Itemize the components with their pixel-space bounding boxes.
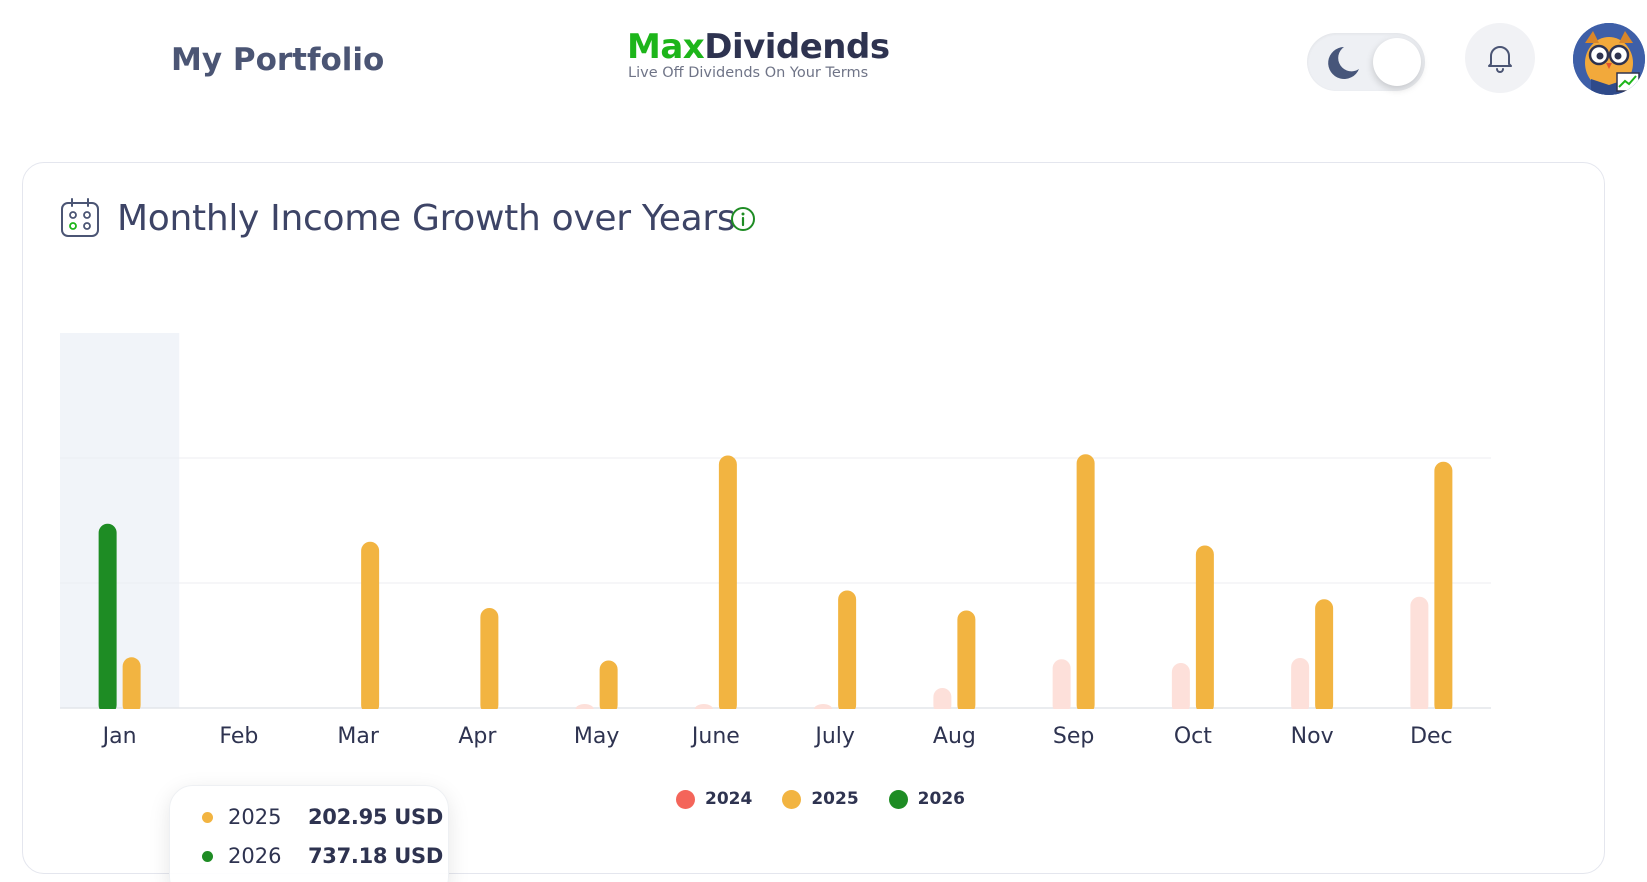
bar-2025-may (599, 660, 618, 714)
bar-2025-aug (957, 610, 976, 714)
x-tick-label: Nov (1291, 724, 1334, 749)
brand-logo[interactable]: MaxDividends Live Off Dividends On Your … (627, 27, 890, 81)
x-tick-label: Oct (1174, 724, 1212, 749)
bar-2025-jan (122, 657, 141, 714)
chart-legend: 2024 2025 2026 (23, 784, 1606, 814)
theme-toggle[interactable] (1307, 33, 1425, 91)
bar-2025-oct (1195, 545, 1214, 714)
tooltip-dot-2025 (202, 811, 213, 823)
tooltip-row: 2026 737.18 USD (202, 841, 443, 871)
legend-dot (676, 789, 695, 809)
x-tick-label: Feb (219, 724, 258, 749)
bell-icon (1488, 46, 1512, 73)
toggle-knob[interactable] (1373, 38, 1421, 86)
tooltip-value: 737.18 USD (308, 844, 443, 868)
x-tick-label: Mar (337, 724, 379, 749)
x-tick-label: Apr (458, 724, 497, 749)
tooltip-row: 2025 202.95 USD (202, 802, 443, 832)
logo-tagline: Live Off Dividends On Your Terms (628, 65, 869, 81)
tooltip-year: 2026 (228, 844, 282, 868)
bar-2024-sep (1052, 659, 1071, 714)
info-icon[interactable] (730, 206, 756, 232)
logo-dividends: Dividends (704, 27, 890, 67)
calendar-icon (61, 198, 99, 237)
chart-tooltip: 2025 202.95 USD 2026 737.18 USD (169, 785, 449, 882)
legend-item-2025[interactable]: 2025 (782, 784, 859, 814)
bar-2025-nov (1315, 599, 1334, 714)
bar-2025-mar (361, 541, 380, 714)
owl-avatar-icon (1573, 23, 1645, 95)
x-tick-label: Dec (1410, 724, 1453, 749)
moon-icon (1328, 47, 1359, 79)
legend-label: 2025 (811, 789, 859, 809)
legend-dot (888, 789, 908, 809)
bar-2024-aug (933, 688, 952, 714)
logo-max: Max (627, 27, 705, 67)
x-tick-label: July (813, 724, 855, 749)
page-title: My Portfolio (171, 42, 385, 78)
bar-2026-jan (98, 523, 117, 714)
legend-label: 2024 (705, 789, 753, 809)
tooltip-dot-2026 (202, 850, 213, 862)
legend-item-2026[interactable]: 2026 (888, 784, 965, 814)
logo-wordmark: MaxDividends (627, 27, 890, 67)
x-tick-label: Aug (933, 724, 976, 749)
bar-2025-dec (1434, 461, 1453, 714)
tooltip-value: 202.95 USD (308, 805, 443, 829)
x-tick-label: Sep (1053, 724, 1094, 749)
hover-highlight (60, 333, 180, 708)
bar-2024-dec (1410, 596, 1429, 714)
bar-2025-sep (1076, 454, 1095, 714)
tooltip-year: 2025 (228, 805, 282, 829)
x-tick-label: May (574, 724, 619, 749)
income-chart-card: Monthly Income Growth over Years Jan Feb M… (22, 162, 1606, 882)
app-header: My Portfolio MaxDividends Live Off Divid… (0, 0, 1647, 120)
x-tick-label: Jan (101, 724, 137, 749)
bar-2025-apr (480, 608, 499, 714)
bar-2025-june (718, 455, 737, 714)
bar-2025-july (838, 590, 857, 714)
x-tick-label: June (690, 724, 740, 749)
baseline-mask (60, 709, 1491, 717)
user-avatar[interactable] (1573, 23, 1645, 95)
notifications-button[interactable] (1465, 23, 1535, 93)
chart-title: Monthly Income Growth over Years (117, 198, 736, 239)
legend-dot (782, 789, 802, 809)
bar-2024-nov (1291, 658, 1310, 714)
legend-label: 2026 (917, 789, 965, 809)
legend-item-2024[interactable]: 2024 (676, 784, 752, 814)
bar-2024-oct (1171, 663, 1190, 714)
bar-chart: Jan Feb Mar Apr May June July Aug Sep Oct Nov Dec (60, 333, 1491, 749)
